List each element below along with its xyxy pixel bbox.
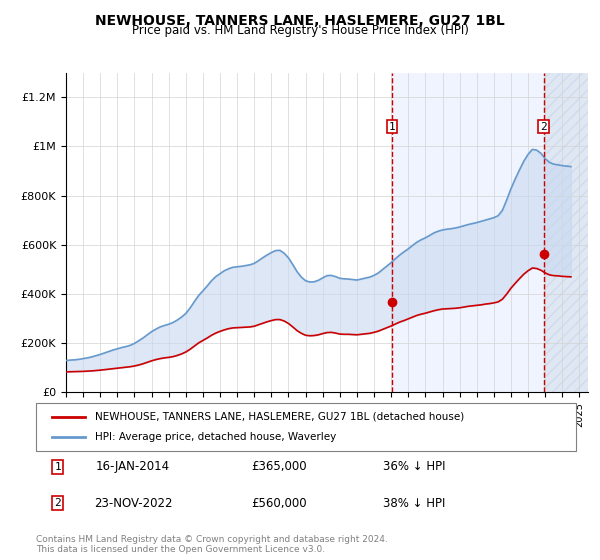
- Text: 23-NOV-2022: 23-NOV-2022: [94, 497, 172, 510]
- Text: HPI: Average price, detached house, Waverley: HPI: Average price, detached house, Wave…: [95, 432, 337, 442]
- Text: NEWHOUSE, TANNERS LANE, HASLEMERE, GU27 1BL: NEWHOUSE, TANNERS LANE, HASLEMERE, GU27 …: [95, 14, 505, 28]
- Text: £365,000: £365,000: [251, 460, 307, 473]
- Text: 2: 2: [54, 498, 61, 508]
- Text: Price paid vs. HM Land Registry's House Price Index (HPI): Price paid vs. HM Land Registry's House …: [131, 24, 469, 36]
- Text: £560,000: £560,000: [251, 497, 307, 510]
- Text: 38% ↓ HPI: 38% ↓ HPI: [383, 497, 445, 510]
- Text: 16-JAN-2014: 16-JAN-2014: [96, 460, 170, 473]
- Text: 2: 2: [540, 122, 547, 132]
- Bar: [392, 73, 544, 392]
- Text: NEWHOUSE, TANNERS LANE, HASLEMERE, GU27 1BL (detached house): NEWHOUSE, TANNERS LANE, HASLEMERE, GU27 …: [95, 412, 464, 422]
- Text: 36% ↓ HPI: 36% ↓ HPI: [383, 460, 445, 473]
- Bar: [544, 73, 588, 392]
- Text: 1: 1: [388, 122, 395, 132]
- Text: Contains HM Land Registry data © Crown copyright and database right 2024.
This d: Contains HM Land Registry data © Crown c…: [36, 535, 388, 554]
- Text: 1: 1: [54, 462, 61, 472]
- FancyBboxPatch shape: [36, 403, 576, 451]
